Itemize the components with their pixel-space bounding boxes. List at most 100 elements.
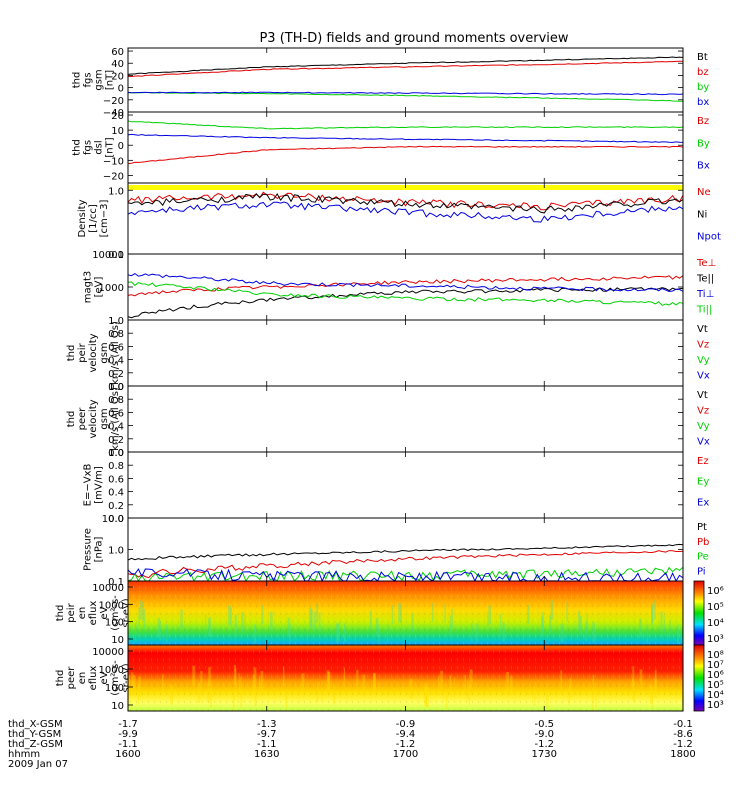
footer-value: -9.9 — [118, 729, 138, 740]
footer-value: -8.6 — [673, 729, 693, 740]
legend-by: by — [697, 82, 709, 93]
panel-peir_en_eflux: thdpeirenefluxeV(cm²-s-sr-eV) 10⁶ 10⁵ 10⁴ 10… — [55, 580, 724, 646]
colorbar-tick-label: 10⁴ — [707, 618, 724, 629]
spectrogram-streak — [252, 674, 255, 695]
ytick-label: 0.8 — [108, 461, 124, 472]
spectrogram-streak — [592, 674, 595, 695]
colorbar-tick-label: 10⁶ — [707, 670, 724, 681]
ytick-label: 0.2 — [108, 501, 124, 512]
colorbar-tick-label: 10⁵ — [707, 680, 724, 691]
spectrogram-streak — [335, 623, 338, 643]
ylabel-line: peer — [66, 666, 77, 690]
legend-Ni: Ni — [697, 209, 707, 220]
spectrogram-streak — [502, 622, 505, 642]
ylabel-density: Density[1/cc][cm−3] — [77, 199, 110, 237]
legend-Npot: Npot — [697, 232, 721, 243]
spectrogram-streak — [469, 669, 473, 690]
spectrogram-streak — [438, 675, 440, 696]
spectrogram-streak — [506, 671, 509, 692]
footer-row-label: thd_X-GSM — [8, 719, 63, 730]
spectrogram-streak — [569, 678, 572, 699]
ytick-label: 10 — [111, 126, 124, 137]
spectrogram-streak — [533, 686, 536, 706]
spectrogram-texture — [128, 581, 683, 645]
spectrogram-streak — [318, 612, 321, 632]
spectrogram-streak — [128, 675, 131, 696]
ylabel-line: [1/cc] — [88, 204, 99, 233]
ylabel-line: [nT] — [105, 137, 116, 157]
spectrogram-streak — [398, 603, 402, 623]
spectrogram-streak — [487, 611, 489, 631]
spectrogram-streak — [241, 612, 244, 632]
series-line-bz — [127, 60, 684, 78]
ylabel-line: en — [77, 672, 88, 685]
ylabel-line: eflux — [88, 666, 99, 691]
legend-Vz: Vz — [697, 406, 709, 417]
spectrogram-streak — [336, 623, 339, 644]
ylabel-line: [eV] — [94, 277, 105, 298]
spectrogram-streak — [449, 615, 452, 635]
spectrogram-streak — [157, 617, 161, 638]
ytick-label: −20 — [103, 171, 124, 182]
legend-Bz: Bz — [697, 116, 709, 127]
ytick-label: 1000 — [99, 665, 124, 676]
ylabel-line: km/s (All Qs) — [110, 387, 121, 451]
spectrogram-streak — [454, 677, 456, 697]
ytick-label: 0.0 — [108, 514, 124, 525]
panel-peer_en_eflux: thdpeerenefluxeV(cm²-s-sr-eV)10⁸10⁷10⁶10… — [55, 644, 724, 712]
ytick-label: 1.0 — [108, 382, 124, 393]
legend-Vt: Vt — [697, 390, 708, 401]
spectrogram-streak — [316, 603, 319, 623]
ylabel-line: fgs — [83, 72, 94, 87]
ytick-label: −20 — [103, 96, 124, 107]
spectrogram-streak — [326, 670, 330, 690]
spectrogram-streak — [639, 618, 642, 638]
spectrogram-streak — [313, 611, 316, 631]
spectrogram-streak — [546, 689, 549, 710]
panel-frame — [127, 385, 684, 453]
spectrogram-streak — [240, 676, 242, 697]
series-line-Bz — [127, 145, 684, 165]
legend-Vx: Vx — [697, 437, 710, 448]
spectrogram-streak — [373, 673, 376, 694]
legend-Ti||: Ti|| — [696, 305, 712, 316]
panel-frame — [127, 451, 684, 519]
ylabel-line: thd — [72, 72, 83, 89]
ylabel-line: [nT] — [105, 70, 116, 90]
spectrogram-streak — [209, 617, 212, 637]
colorbar-tick-label: 10⁵ — [707, 602, 724, 613]
legend-Pb: Pb — [697, 537, 709, 548]
series-line-Npot — [127, 201, 684, 223]
ytick-label: −10 — [103, 156, 124, 167]
spectrogram-streak — [499, 613, 502, 634]
spectrogram-streak — [387, 623, 389, 643]
ylabel-line: magt3 — [83, 271, 94, 304]
ytick-label: 0 — [118, 84, 124, 95]
spectrogram-streak — [143, 608, 146, 629]
panel-temperature: magt3[eV] 10000 1000 Te⊥ Te|| Ti⊥ Ti|| — [83, 250, 716, 321]
spectrogram-streak — [308, 607, 312, 627]
spectrogram-streak — [162, 674, 164, 695]
figure-title: P3 (TH-D) fields and ground moments over… — [259, 31, 568, 46]
spectrogram-texture — [128, 645, 683, 711]
ytick-label: 0 — [118, 141, 124, 152]
panel-fgs_dsl: thdfgsdsl[nT] 20 10 0 −10 −20 Bz By Bx — [72, 111, 710, 184]
spectrogram-streak — [651, 606, 653, 626]
footer-value: -9.0 — [534, 729, 554, 740]
ytick-label: 0.1 — [108, 250, 124, 261]
spectrogram-streak — [258, 676, 261, 697]
spectrogram-streak — [432, 602, 434, 623]
spectrogram-streak — [449, 675, 452, 696]
ylabel-line: sr-eV) — [121, 598, 132, 627]
spectrogram-streak — [651, 688, 654, 709]
ytick-label: 20 — [111, 111, 124, 122]
footer-value: -1.2 — [673, 739, 693, 750]
spectrogram-streak — [541, 612, 544, 632]
spectrogram-streak — [451, 609, 453, 629]
ylabel-line: E=−VxB — [83, 464, 94, 507]
legend-Ey: Ey — [697, 477, 709, 488]
panel-density: Density[1/cc][cm−3] 1.0 0.1 Ne Ni Npot — [77, 182, 721, 261]
spectrogram-streak — [411, 613, 414, 633]
spectrogram-streak — [541, 616, 544, 636]
ytick-label: 10 — [111, 635, 124, 646]
